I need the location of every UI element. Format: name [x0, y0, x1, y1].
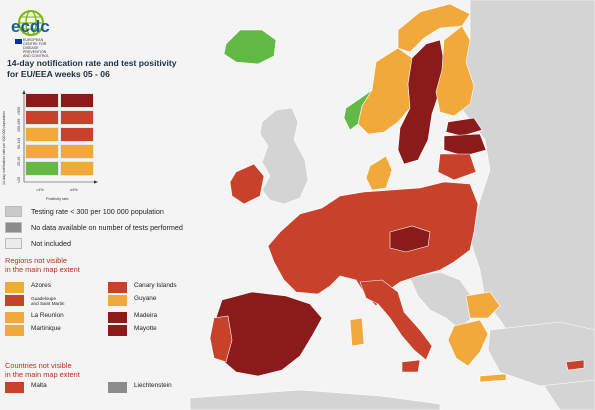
country-swatch	[5, 382, 24, 393]
map-denmark	[365, 155, 393, 191]
map-non-eu-north-africa	[189, 389, 441, 410]
region-swatch	[5, 325, 24, 336]
status-label-testing-rate: Testing rate < 300 per 100 000 populatio…	[31, 207, 164, 216]
region-swatch	[108, 295, 127, 306]
legend-x-tick-high: ≥4%	[70, 188, 78, 192]
legend-x-tick-low: <4%	[36, 188, 44, 192]
status-label-no-data: No data available on number of tests per…	[31, 223, 183, 232]
map-italy	[359, 279, 433, 361]
region-swatch	[5, 295, 24, 306]
region-label: La Reunion	[31, 312, 64, 319]
legend-cell-r0-c1	[60, 93, 94, 108]
region-label: Guadeloupe and Saint Martin	[31, 296, 65, 306]
region-label: Madeira	[134, 312, 158, 319]
legend-cell-r4-c0	[25, 161, 59, 176]
title-line-2: for EU/EEA weeks 05 - 06	[7, 69, 110, 79]
status-swatch-not-included	[5, 238, 22, 249]
ecdc-globe-logo-icon	[15, 10, 44, 44]
region-swatch	[108, 282, 127, 293]
map-latvia	[443, 133, 487, 157]
legend-cell-r2-c0	[25, 127, 59, 142]
region-label: Guyane	[134, 295, 157, 302]
status-label-not-included: Not included	[31, 239, 71, 248]
legend-cell-r3-c1	[60, 144, 94, 159]
legend-y-axis-label: 14-day notification rate per 100 000 pop…	[2, 110, 6, 185]
map-sweden	[397, 39, 445, 165]
legend-grid	[25, 93, 97, 181]
map-bulgaria	[465, 291, 501, 319]
region-label: Martinique	[31, 325, 61, 332]
map-ireland	[229, 163, 265, 205]
legend-cell-r3-c0	[25, 144, 59, 159]
map-estonia	[445, 117, 483, 137]
region-swatch	[108, 325, 127, 336]
legend-x-axis-label: Positivity rate	[46, 197, 69, 201]
region-label: Mayotte	[134, 325, 157, 332]
country-label: Malta	[31, 382, 47, 389]
map-greece	[447, 319, 489, 367]
map-iceland	[223, 29, 277, 65]
region-swatch	[108, 312, 127, 323]
countries-section-title: Countries not visible in the main map ex…	[5, 361, 80, 379]
agency-name: EUROPEAN CENTRE FOR DISEASE PREVENTION A…	[23, 38, 50, 58]
country-label: Liechtenstein	[134, 382, 172, 389]
map-finland	[435, 25, 475, 117]
title-line-1: 14-day notification rate and test positi…	[7, 58, 177, 68]
map-norway-coast	[343, 89, 373, 131]
legend-cell-r4-c1	[60, 161, 94, 176]
map-sardinia	[349, 317, 365, 347]
country-swatch	[108, 382, 127, 393]
map-portugal	[209, 315, 233, 363]
map-czechia	[389, 225, 431, 253]
region-swatch	[5, 282, 24, 293]
map-title: 14-day notification rate and test positi…	[7, 58, 207, 80]
region-label: Canary Islands	[134, 282, 177, 289]
map-cyprus	[565, 359, 585, 371]
legend-cell-r2-c1	[60, 127, 94, 142]
map-norway-north	[397, 3, 471, 53]
logo-wordmark: ecdc	[11, 17, 50, 36]
regions-section-title: Regions not visible in the main map exte…	[5, 256, 80, 274]
legend-cell-r0-c0	[25, 93, 59, 108]
map-lithuania	[437, 153, 477, 181]
legend-axis-lines	[22, 90, 98, 184]
map-western-europe	[267, 181, 479, 307]
map-sicily	[401, 359, 421, 373]
map-crete	[479, 373, 507, 383]
region-label: Azores	[31, 282, 51, 289]
status-swatch-testing-rate	[5, 206, 22, 217]
region-swatch	[5, 312, 24, 323]
map-non-eu-balkans	[409, 271, 475, 329]
legend-cell-r1-c1	[60, 110, 94, 125]
legend-cell-r1-c0	[25, 110, 59, 125]
status-swatch-no-data	[5, 222, 22, 233]
map-non-eu-uk	[259, 107, 309, 205]
